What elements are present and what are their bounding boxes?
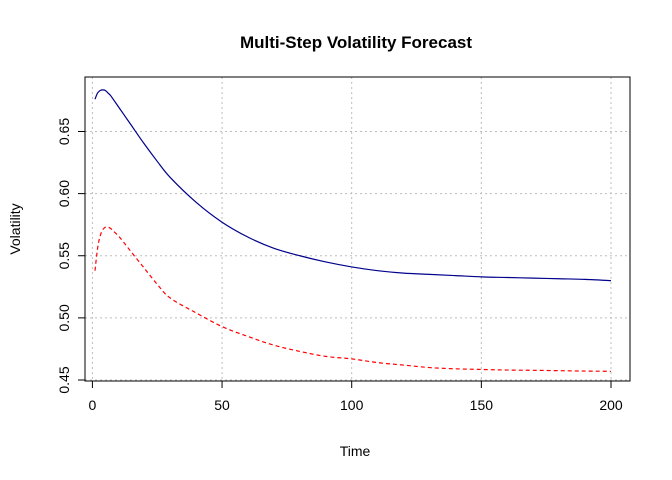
y-axis-label: Volatility — [7, 203, 23, 254]
x-axis: 0 50 100 150 200 — [89, 380, 623, 413]
x-tick-label: 50 — [214, 397, 230, 413]
x-tick-label: 0 — [89, 397, 97, 413]
y-tick-label: 0.45 — [56, 366, 72, 393]
plot-frame — [84, 76, 631, 382]
y-tick-label: 0.50 — [56, 304, 72, 331]
y-tick-label: 0.60 — [56, 180, 72, 207]
x-tick-label: 100 — [340, 397, 364, 413]
x-tick-label: 200 — [599, 397, 623, 413]
series-line-lower — [94, 226, 612, 372]
y-axis: 0.45 0.50 0.55 0.60 0.65 — [56, 118, 86, 394]
series-line-forecast — [94, 89, 612, 282]
x-axis-label: Time — [340, 443, 371, 459]
chart-title: Multi-Step Volatility Forecast — [240, 33, 472, 52]
grid — [85, 77, 630, 381]
y-tick-label: 0.55 — [56, 242, 72, 269]
y-tick-label: 0.65 — [56, 118, 72, 145]
x-tick-label: 150 — [470, 397, 494, 413]
series-layer — [94, 89, 612, 372]
